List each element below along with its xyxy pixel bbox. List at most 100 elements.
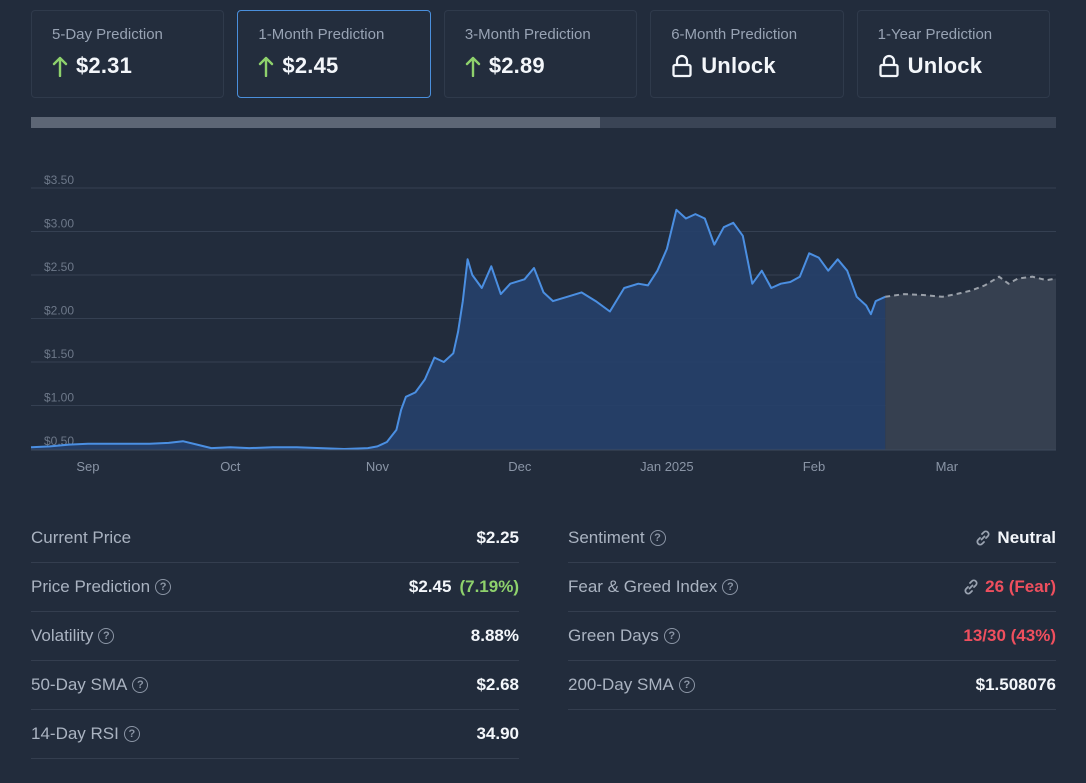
data-point[interactable]: [422, 376, 428, 382]
data-point[interactable]: [294, 444, 300, 450]
data-point[interactable]: [920, 292, 926, 298]
data-point[interactable]: [854, 294, 860, 300]
data-point[interactable]: [1006, 281, 1012, 287]
prediction-card-1[interactable]: 1-Month Prediction $2.45: [237, 10, 431, 98]
data-point[interactable]: [564, 294, 570, 300]
prediction-card-3[interactable]: 6-Month Prediction Unlock: [650, 10, 844, 98]
data-point[interactable]: [1029, 274, 1035, 280]
data-point[interactable]: [550, 298, 556, 304]
data-point[interactable]: [868, 311, 874, 317]
data-point[interactable]: [180, 438, 186, 444]
data-point[interactable]: [498, 291, 504, 297]
prediction-card-2[interactable]: 3-Month Prediction $2.89: [443, 10, 638, 98]
data-point[interactable]: [996, 274, 1002, 280]
data-point[interactable]: [531, 265, 537, 271]
data-point[interactable]: [982, 282, 988, 288]
help-icon[interactable]: ?: [98, 628, 115, 644]
data-point[interactable]: [460, 298, 466, 304]
stat-value[interactable]: 26 (Fear): [962, 577, 1056, 597]
data-point[interactable]: [740, 233, 746, 239]
data-point[interactable]: [635, 281, 641, 287]
data-point[interactable]: [403, 394, 409, 400]
data-point[interactable]: [412, 389, 418, 395]
data-point[interactable]: [469, 272, 475, 278]
data-point[interactable]: [47, 443, 53, 449]
data-point[interactable]: [759, 268, 765, 274]
data-point[interactable]: [645, 282, 651, 288]
prediction-card-0[interactable]: 5-Day Prediction $2.31: [31, 10, 225, 98]
data-point[interactable]: [844, 268, 850, 274]
data-point[interactable]: [465, 256, 471, 262]
link-icon[interactable]: [974, 529, 992, 547]
data-point[interactable]: [654, 268, 660, 274]
stat-value[interactable]: Neutral: [974, 528, 1056, 548]
data-point[interactable]: [730, 220, 736, 226]
data-point[interactable]: [702, 215, 708, 221]
data-point[interactable]: [621, 285, 627, 291]
data-point[interactable]: [128, 441, 134, 447]
data-point[interactable]: [85, 441, 91, 447]
data-point[interactable]: [825, 268, 831, 274]
help-icon[interactable]: ?: [663, 628, 680, 644]
data-point[interactable]: [147, 441, 153, 447]
data-point[interactable]: [787, 279, 793, 285]
data-point[interactable]: [863, 302, 869, 308]
help-icon[interactable]: ?: [722, 579, 739, 595]
data-point[interactable]: [522, 276, 528, 282]
data-point[interactable]: [1053, 275, 1059, 281]
y-tick-label: $2.50: [44, 260, 74, 274]
data-point[interactable]: [806, 250, 812, 256]
data-point[interactable]: [455, 329, 461, 335]
help-icon[interactable]: ?: [132, 677, 149, 693]
help-icon[interactable]: ?: [155, 579, 172, 595]
data-point[interactable]: [664, 246, 670, 252]
data-point[interactable]: [374, 443, 380, 449]
help-icon[interactable]: ?: [649, 530, 666, 546]
data-point[interactable]: [778, 281, 784, 287]
data-point[interactable]: [66, 442, 72, 448]
data-point[interactable]: [721, 224, 727, 230]
data-point[interactable]: [797, 274, 803, 280]
data-point[interactable]: [270, 444, 276, 450]
data-point[interactable]: [968, 288, 974, 294]
link-icon[interactable]: [962, 578, 980, 596]
data-point[interactable]: [28, 444, 34, 450]
data-point[interactable]: [109, 441, 115, 447]
data-point[interactable]: [939, 294, 945, 300]
data-point[interactable]: [711, 242, 717, 248]
data-point[interactable]: [692, 211, 698, 217]
data-point[interactable]: [953, 291, 959, 297]
data-point[interactable]: [816, 255, 822, 261]
data-point[interactable]: [835, 256, 841, 262]
data-point[interactable]: [393, 427, 399, 433]
data-point[interactable]: [607, 309, 613, 315]
data-point[interactable]: [873, 298, 879, 304]
data-point[interactable]: [450, 350, 456, 356]
data-point[interactable]: [578, 289, 584, 295]
data-point[interactable]: [541, 289, 547, 295]
data-point[interactable]: [1044, 277, 1050, 283]
data-point[interactable]: [227, 444, 233, 450]
data-point[interactable]: [901, 291, 907, 297]
data-point[interactable]: [398, 407, 404, 413]
data-point[interactable]: [341, 446, 347, 452]
data-point[interactable]: [479, 285, 485, 291]
help-icon[interactable]: ?: [678, 677, 695, 693]
data-point[interactable]: [431, 355, 437, 361]
data-point[interactable]: [441, 359, 447, 365]
data-point[interactable]: [194, 442, 200, 448]
data-point[interactable]: [488, 263, 494, 269]
data-point[interactable]: [882, 294, 888, 300]
prediction-card-4[interactable]: 1-Year Prediction Unlock: [856, 10, 1051, 98]
help-icon[interactable]: ?: [123, 726, 140, 742]
data-point[interactable]: [673, 207, 679, 213]
data-point[interactable]: [384, 439, 390, 445]
data-point[interactable]: [166, 440, 172, 446]
data-point[interactable]: [683, 215, 689, 221]
data-point[interactable]: [749, 281, 755, 287]
data-point[interactable]: [593, 298, 599, 304]
data-point[interactable]: [507, 281, 513, 287]
data-point[interactable]: [1015, 275, 1021, 281]
data-point[interactable]: [768, 285, 774, 291]
